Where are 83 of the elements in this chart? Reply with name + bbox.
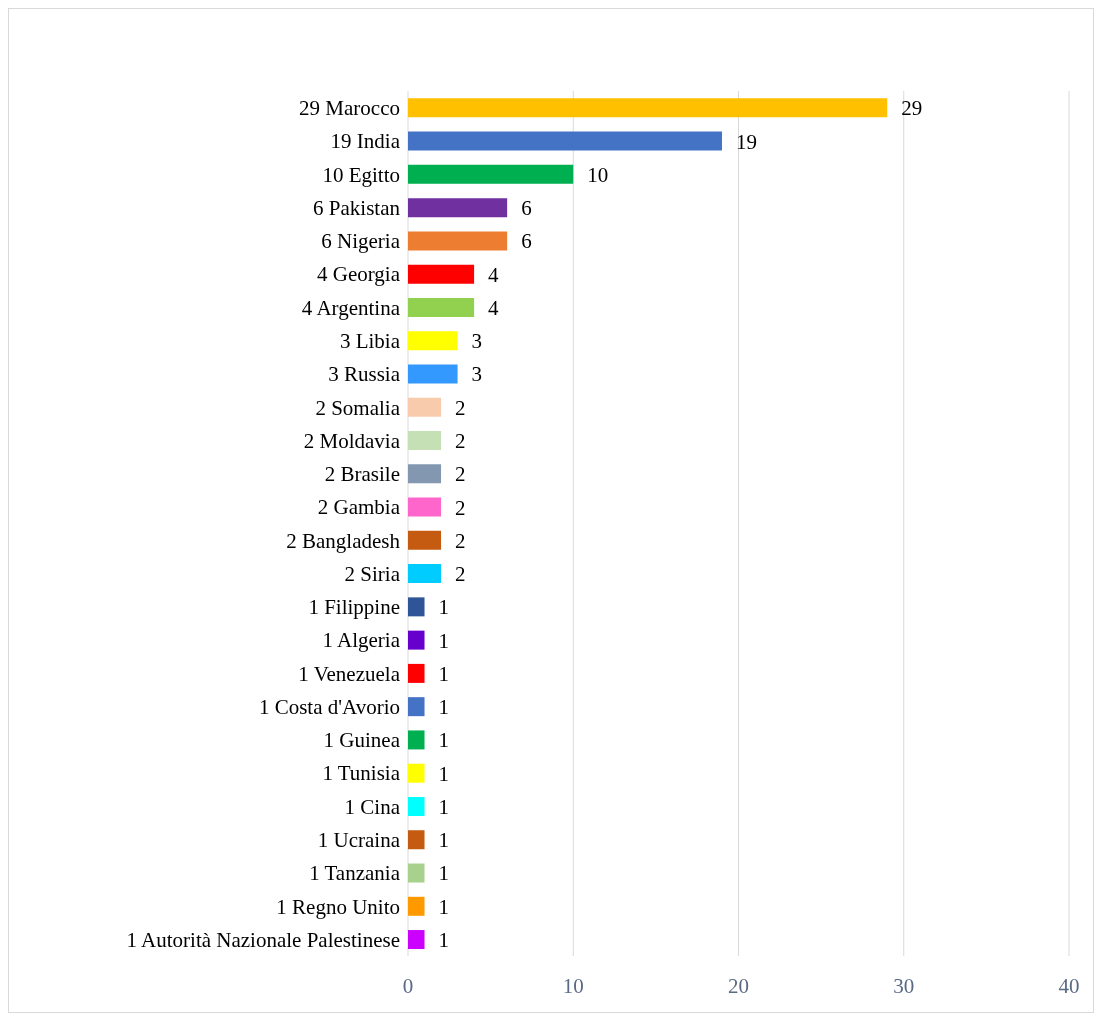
data-label: 1: [438, 695, 450, 720]
bar: [408, 397, 442, 417]
bar: [408, 464, 442, 484]
y-tick-label: 6 Nigeria: [321, 229, 401, 254]
y-tick-label: 1 Tanzania: [309, 861, 401, 886]
y-tick-label: 2 Bangladesh: [286, 528, 401, 553]
bar: [408, 264, 475, 284]
bar: [408, 164, 574, 184]
bar: [408, 431, 442, 451]
data-label: 2: [455, 562, 466, 587]
data-label: 6: [521, 196, 532, 221]
y-tick-label: 3 Libia: [339, 328, 401, 353]
data-label: 2: [455, 528, 466, 553]
data-label: 1: [438, 861, 450, 886]
data-label: 3: [471, 329, 483, 354]
bar: [408, 497, 442, 517]
data-label: 1: [438, 595, 450, 620]
data-label: 3: [471, 362, 483, 387]
bar: [408, 331, 458, 351]
bar: [408, 697, 425, 717]
y-tick-label: 1 Algeria: [322, 628, 401, 653]
bar: [408, 564, 442, 584]
data-label: 1: [438, 728, 450, 753]
bar: [408, 930, 425, 950]
data-label: 1: [438, 928, 450, 953]
data-label: 6: [521, 229, 532, 254]
y-tick-label: 1 Guinea: [323, 728, 401, 753]
bar: [408, 597, 425, 617]
bar: [408, 796, 425, 816]
y-tick-label: 4 Georgia: [316, 262, 401, 287]
data-label: 1: [438, 628, 450, 653]
y-tick-label: 1 Costa d'Avorio: [258, 694, 400, 719]
bar: [408, 98, 888, 118]
bar: [408, 830, 425, 850]
bar: [408, 198, 508, 218]
y-tick-label: 29 Marocco: [299, 96, 400, 121]
bar: [408, 763, 425, 783]
y-tick-label: 4 Argentina: [301, 295, 401, 320]
y-tick-label: 6 Pakistan: [313, 195, 401, 220]
y-tick-label: 2 Somalia: [315, 395, 401, 420]
bar: [408, 231, 508, 251]
y-tick-label: 10 Egitto: [322, 162, 400, 187]
y-tick-label: 2 Siria: [344, 561, 401, 586]
x-tick-label: 40: [1058, 973, 1080, 998]
data-label: 1: [438, 828, 450, 853]
bar: [408, 297, 475, 317]
y-tick-label: 1 Cina: [344, 794, 401, 819]
y-tick-label: 1 Autorità Nazionale Palestinese: [126, 927, 400, 952]
y-tick-label: 1 Venezuela: [298, 661, 401, 686]
bar: [408, 364, 458, 384]
y-tick-label: 3 Russia: [328, 362, 401, 387]
x-tick-label: 20: [728, 973, 749, 998]
bar: [408, 663, 425, 683]
data-label: 1: [438, 661, 450, 686]
data-label: 1: [438, 794, 450, 819]
y-tick-label: 1 Filippine: [308, 595, 400, 620]
data-label: 2: [455, 495, 466, 520]
bar: [408, 630, 425, 650]
data-label: 1: [438, 761, 450, 786]
data-label: 1: [438, 894, 450, 919]
data-label: 2: [455, 462, 466, 487]
y-tick-label: 1 Tunisia: [322, 761, 401, 786]
data-label: 2: [455, 428, 466, 453]
y-tick-label: 2 Gambia: [317, 495, 401, 520]
bar: [408, 730, 425, 750]
bar: [408, 896, 425, 916]
y-tick-label: 19 India: [330, 129, 401, 154]
y-tick-label: 1 Ucraina: [317, 828, 401, 853]
data-label: 4: [488, 295, 500, 320]
data-label: 4: [488, 262, 500, 287]
data-label: 10: [587, 162, 609, 187]
y-tick-label: 2 Brasile: [324, 462, 400, 487]
bar: [408, 131, 722, 151]
data-label: 2: [455, 395, 466, 420]
x-tick-label: 10: [562, 973, 584, 998]
x-tick-label: 30: [893, 973, 915, 998]
bar: [408, 863, 425, 883]
y-tick-label: 2 Moldavia: [303, 428, 401, 453]
x-tick-label: 0: [402, 973, 414, 998]
data-label: 29: [901, 96, 923, 121]
y-tick-label: 1 Regno Unito: [276, 894, 400, 919]
bar: [408, 530, 442, 550]
data-label: 19: [735, 129, 757, 154]
